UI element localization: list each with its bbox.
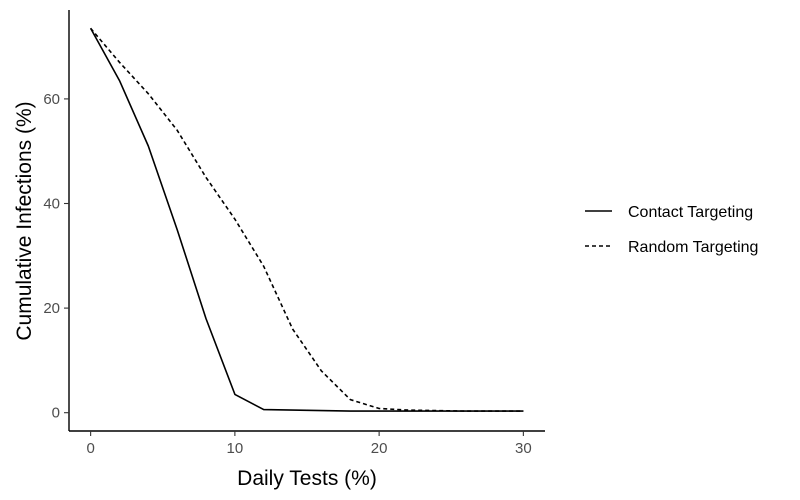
legend-label: Random Targeting <box>628 239 758 256</box>
x-axis-title: Daily Tests (%) <box>237 467 377 490</box>
y-tick-label: 0 <box>52 405 60 422</box>
x-tick-label: 10 <box>227 440 244 457</box>
x-tick-label: 20 <box>371 440 388 457</box>
axes: 0 10 20 30 0 20 40 60 <box>43 10 545 457</box>
y-axis-title: Cumulative Infections (%) <box>13 101 36 340</box>
legend: Contact Targeting Random Targeting <box>585 204 758 256</box>
x-tick-label: 0 <box>86 440 94 457</box>
y-tick-label: 60 <box>43 91 60 108</box>
y-tick-label: 40 <box>43 196 60 213</box>
x-tick-label: 30 <box>515 440 532 457</box>
series-line-random-targeting <box>89 27 524 412</box>
legend-label: Contact Targeting <box>628 204 753 221</box>
series-line-contact-targeting <box>89 27 524 412</box>
plot-area <box>89 27 524 412</box>
y-tick-label: 20 <box>43 300 60 317</box>
